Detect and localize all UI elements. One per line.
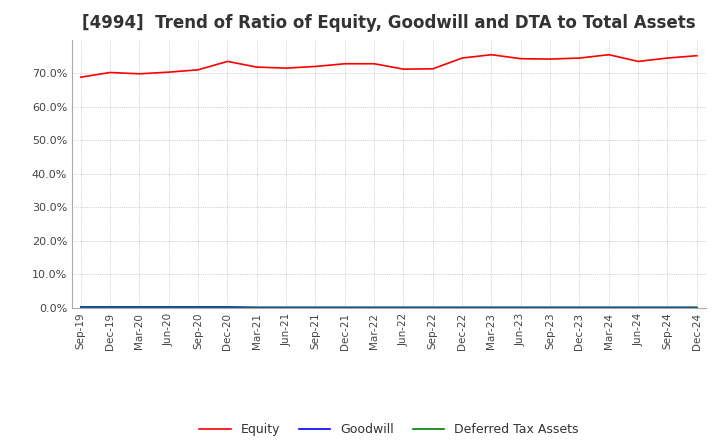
Equity bbox=[370, 61, 379, 66]
Equity bbox=[428, 66, 437, 71]
Deferred Tax Assets bbox=[135, 305, 144, 311]
Goodwill bbox=[194, 304, 202, 310]
Deferred Tax Assets bbox=[106, 305, 114, 311]
Equity bbox=[311, 64, 320, 69]
Goodwill bbox=[575, 304, 584, 310]
Goodwill bbox=[458, 304, 467, 310]
Equity bbox=[546, 56, 554, 62]
Equity bbox=[194, 67, 202, 73]
Equity bbox=[164, 70, 173, 75]
Deferred Tax Assets bbox=[341, 305, 349, 311]
Goodwill bbox=[399, 304, 408, 310]
Goodwill bbox=[663, 304, 672, 310]
Deferred Tax Assets bbox=[428, 305, 437, 311]
Deferred Tax Assets bbox=[282, 305, 290, 311]
Deferred Tax Assets bbox=[663, 305, 672, 311]
Goodwill bbox=[634, 304, 642, 310]
Goodwill bbox=[164, 304, 173, 310]
Goodwill bbox=[135, 304, 144, 310]
Goodwill bbox=[693, 304, 701, 310]
Goodwill bbox=[487, 304, 496, 310]
Goodwill bbox=[370, 304, 379, 310]
Goodwill bbox=[546, 304, 554, 310]
Equity bbox=[634, 59, 642, 64]
Equity bbox=[458, 55, 467, 61]
Goodwill bbox=[76, 304, 85, 310]
Equity bbox=[282, 66, 290, 71]
Deferred Tax Assets bbox=[164, 305, 173, 311]
Equity bbox=[106, 70, 114, 75]
Goodwill bbox=[605, 304, 613, 310]
Deferred Tax Assets bbox=[516, 305, 525, 311]
Equity bbox=[76, 74, 85, 80]
Equity bbox=[605, 52, 613, 57]
Deferred Tax Assets bbox=[194, 305, 202, 311]
Equity bbox=[663, 55, 672, 61]
Equity bbox=[487, 52, 496, 57]
Deferred Tax Assets bbox=[605, 305, 613, 311]
Equity bbox=[253, 65, 261, 70]
Goodwill bbox=[516, 304, 525, 310]
Equity bbox=[693, 53, 701, 59]
Goodwill bbox=[428, 304, 437, 310]
Deferred Tax Assets bbox=[458, 305, 467, 311]
Legend: Equity, Goodwill, Deferred Tax Assets: Equity, Goodwill, Deferred Tax Assets bbox=[194, 418, 583, 440]
Deferred Tax Assets bbox=[546, 305, 554, 311]
Equity bbox=[516, 56, 525, 61]
Equity bbox=[135, 71, 144, 77]
Goodwill bbox=[223, 304, 232, 310]
Deferred Tax Assets bbox=[370, 305, 379, 311]
Line: Equity: Equity bbox=[81, 55, 697, 77]
Deferred Tax Assets bbox=[311, 305, 320, 311]
Deferred Tax Assets bbox=[76, 305, 85, 311]
Deferred Tax Assets bbox=[253, 305, 261, 311]
Deferred Tax Assets bbox=[223, 305, 232, 311]
Goodwill bbox=[282, 304, 290, 310]
Equity bbox=[223, 59, 232, 64]
Deferred Tax Assets bbox=[399, 305, 408, 311]
Deferred Tax Assets bbox=[575, 305, 584, 311]
Equity bbox=[399, 66, 408, 72]
Goodwill bbox=[341, 304, 349, 310]
Goodwill bbox=[253, 304, 261, 310]
Title: [4994]  Trend of Ratio of Equity, Goodwill and DTA to Total Assets: [4994] Trend of Ratio of Equity, Goodwil… bbox=[82, 15, 696, 33]
Goodwill bbox=[311, 304, 320, 310]
Equity bbox=[575, 55, 584, 61]
Deferred Tax Assets bbox=[487, 305, 496, 311]
Equity bbox=[341, 61, 349, 66]
Deferred Tax Assets bbox=[634, 305, 642, 311]
Goodwill bbox=[106, 304, 114, 310]
Deferred Tax Assets bbox=[693, 305, 701, 311]
